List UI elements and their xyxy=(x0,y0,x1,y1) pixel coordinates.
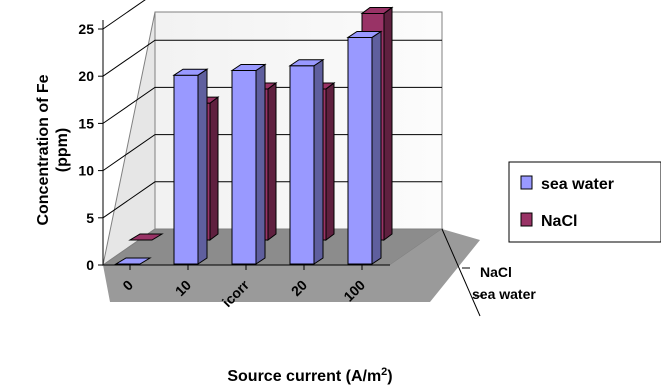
bar-front xyxy=(347,36,373,265)
bar-side xyxy=(313,58,324,265)
y-tick-label: 15 xyxy=(78,115,94,131)
bar-sea-water-zero xyxy=(114,257,152,265)
bar-side xyxy=(197,68,208,265)
legend-label-nacl: NaCl xyxy=(541,213,577,230)
bar-sea-water xyxy=(172,68,209,265)
gridlines xyxy=(102,0,442,219)
y-axis-title: Concentration of Fe (ppm) xyxy=(35,74,71,225)
bar-side xyxy=(267,81,277,241)
y-axis-title-line1: Concentration of Fe xyxy=(35,74,52,225)
y-axis-title-line2: (ppm) xyxy=(54,128,71,172)
bar-top xyxy=(288,59,325,67)
legend-label-sea-water: sea water xyxy=(541,176,614,193)
bar-sea-water xyxy=(230,63,267,265)
legend-box xyxy=(508,161,661,243)
bar-nacl-zero xyxy=(128,233,164,241)
legend: sea water NaCl xyxy=(508,161,661,243)
gridline xyxy=(102,0,146,30)
x-axis-title: Source current (A/m2) xyxy=(227,366,392,385)
bar-front xyxy=(231,69,257,265)
legend-swatch-nacl xyxy=(520,212,533,227)
y-tick-group: 0 5 10 15 20 25 xyxy=(78,21,103,273)
gridline xyxy=(102,86,442,124)
bar-top xyxy=(172,68,209,76)
y-tick-label: 0 xyxy=(86,257,94,273)
legend-swatch-sea-water xyxy=(520,175,533,190)
depth-axis-line xyxy=(441,228,481,317)
y-tick-label: 5 xyxy=(86,210,94,226)
bar-side xyxy=(325,81,335,241)
bar-side xyxy=(371,30,382,265)
gridline xyxy=(102,39,442,77)
bar-top xyxy=(230,63,267,71)
depth-label-nacl: NaCl xyxy=(480,264,512,280)
gridline xyxy=(102,134,442,172)
bar-top xyxy=(360,6,394,14)
bar-sea-water xyxy=(288,58,325,265)
bar-top xyxy=(346,30,383,38)
x-axis-title-close: ) xyxy=(387,368,392,385)
y-tick-label: 25 xyxy=(78,21,94,37)
y-tick-label: 10 xyxy=(78,163,94,179)
side-wall xyxy=(102,11,156,267)
x-axis-title-text: Source current (A/m xyxy=(227,368,381,385)
depth-axis: NaCl sea water xyxy=(441,228,536,317)
bar-front xyxy=(173,74,199,265)
bar-side xyxy=(255,63,266,265)
bar-sea-water xyxy=(346,30,383,265)
bar-side xyxy=(209,96,219,241)
bar-side xyxy=(383,6,393,241)
bar-group xyxy=(114,6,394,265)
y-tick-label: 20 xyxy=(78,68,94,84)
bar-front xyxy=(289,65,315,265)
x-axis-title-superscript: 2 xyxy=(381,366,387,378)
gridline xyxy=(102,181,442,219)
depth-label-sea-water: sea water xyxy=(472,286,536,302)
